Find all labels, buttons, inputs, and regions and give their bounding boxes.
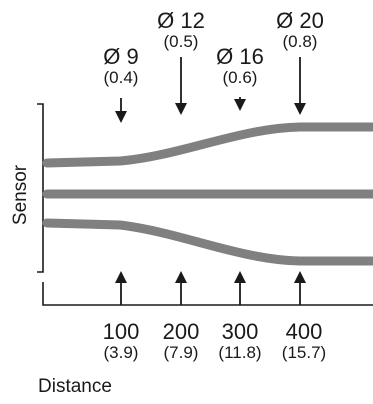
spot-label-1: Ø 9 (0.4) [103, 44, 139, 87]
distance-inch: (15.7) [281, 343, 327, 362]
spot-diameter: Ø 9 [103, 44, 139, 69]
distance-axis [42, 282, 373, 306]
distance-mm: 200 [162, 319, 200, 344]
distance-inch: (11.8) [218, 343, 262, 362]
beam-lower-edge [42, 218, 373, 266]
distance-mm: 300 [221, 319, 259, 344]
distance-label-2: 200 (7.9) [162, 319, 200, 362]
spot-label-3: Ø 16 (0.6) [216, 44, 264, 87]
spot-label-2: Ø 12 (0.5) [157, 8, 205, 51]
distance-label-3: 300 (11.8) [218, 319, 262, 362]
spot-diameter: Ø 20 [276, 8, 324, 33]
distance-arrow-2 [175, 271, 187, 305]
distance-label-4: 400 (15.7) [281, 319, 327, 362]
distance-arrow-4 [294, 271, 306, 305]
spot-arrow-3 [234, 97, 246, 111]
spot-arrow-2 [175, 57, 187, 115]
spot-arrow-1 [115, 98, 127, 123]
distance-title: Distance [38, 376, 112, 397]
spot-inch: (0.8) [282, 32, 318, 51]
beam-upper-edge [42, 122, 373, 168]
spot-arrow-4 [294, 57, 306, 115]
spot-diameter: Ø 16 [216, 44, 264, 69]
sensor-bracket [37, 103, 44, 273]
spot-inch: (0.4) [103, 68, 139, 87]
distance-mm: 100 [102, 319, 140, 344]
distance-arrow-1 [115, 271, 127, 305]
spot-label-4: Ø 20 (0.8) [276, 8, 324, 51]
spot-diameter: Ø 12 [157, 8, 205, 33]
distance-inch: (7.9) [163, 343, 199, 362]
distance-arrow-3 [234, 271, 246, 305]
spot-inch: (0.6) [222, 68, 258, 87]
sensor-label: Sensor [10, 164, 31, 226]
distance-mm: 400 [285, 319, 323, 344]
distance-inch: (3.9) [103, 343, 139, 362]
distance-label-1: 100 (3.9) [102, 319, 140, 362]
spot-inch: (0.5) [163, 32, 199, 51]
